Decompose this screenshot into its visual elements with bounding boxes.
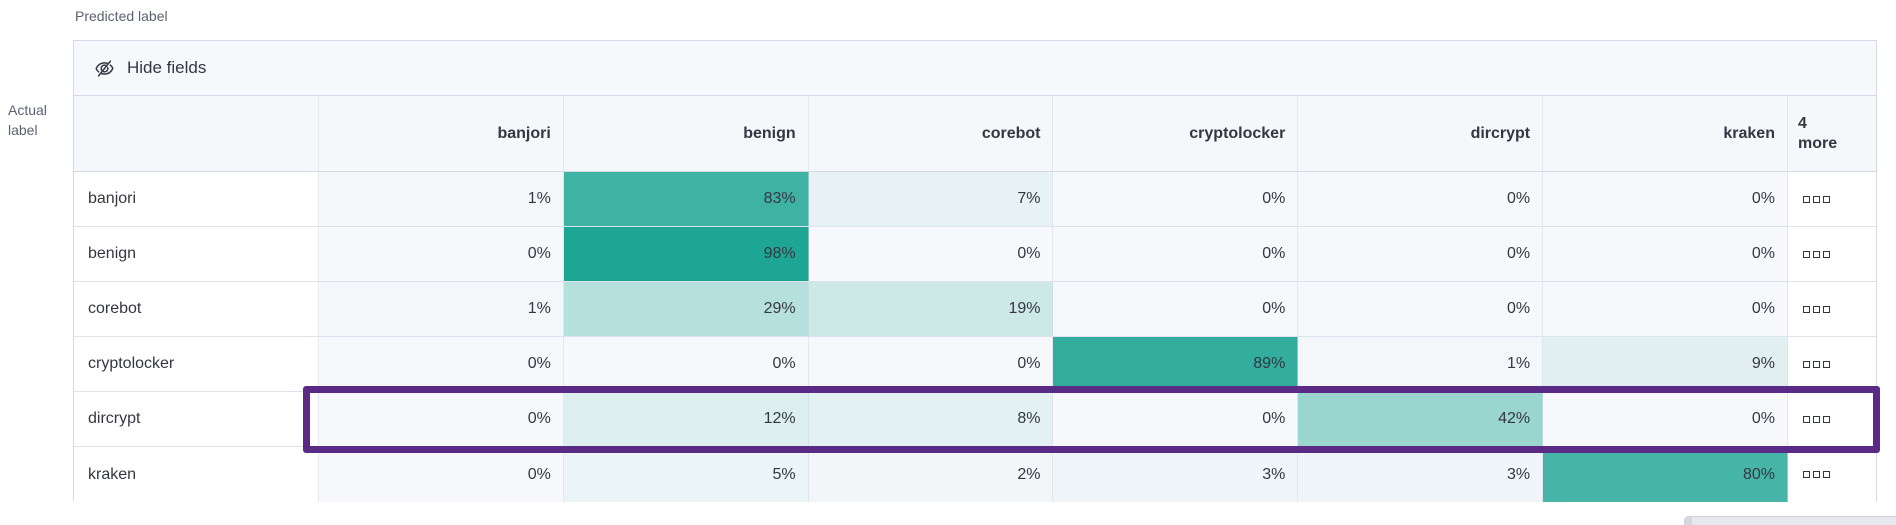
actual-label-line2: label <box>8 122 38 139</box>
cell-cryptolocker-dircrypt[interactable]: 1% <box>1298 337 1544 391</box>
cell-cryptolocker-corebot[interactable]: 0% <box>808 337 1054 391</box>
cell-dircrypt-cryptolocker[interactable]: 0% <box>1053 392 1299 446</box>
confusion-matrix-grid: banjori benign corebot cryptolocker dircrypt… <box>74 96 1880 502</box>
cell-corebot-cryptolocker[interactable]: 0% <box>1053 282 1299 336</box>
confusion-matrix-table: Hide fields banjori benign corebot cryptolo… <box>73 40 1880 502</box>
cell-kraken-banjori[interactable]: 0% <box>319 447 564 502</box>
hide-fields-button[interactable]: Hide fields <box>95 58 206 78</box>
cell-banjori-kraken[interactable]: 0% <box>1543 172 1788 226</box>
cell-kraken-dircrypt[interactable]: 3% <box>1298 447 1544 502</box>
matrix-header-row: banjori benign corebot cryptolocker dircrypt… <box>74 96 1876 172</box>
cell-banjori-corebot[interactable]: 7% <box>808 172 1054 226</box>
matrix-row-benign: benign 0% 98% 0% 0% 0% 0% <box>74 227 1876 282</box>
boxes-horizontal-icon[interactable] <box>1802 415 1830 423</box>
column-header-kraken: kraken <box>1543 96 1788 171</box>
row-actions-cell-dircrypt <box>1787 392 1876 446</box>
cell-dircrypt-kraken[interactable]: 0% <box>1543 392 1788 446</box>
row-label-dircrypt: dircrypt <box>74 392 319 446</box>
matrix-row-banjori: banjori 1% 83% 7% 0% 0% 0% <box>74 172 1876 227</box>
cell-kraken-kraken[interactable]: 80% <box>1543 447 1788 502</box>
cell-cryptolocker-banjori[interactable]: 0% <box>319 337 564 391</box>
row-actions-cell-benign <box>1787 227 1876 281</box>
cell-dircrypt-benign[interactable]: 12% <box>563 392 809 446</box>
row-actions-cell-corebot <box>1787 282 1876 336</box>
matrix-row-corebot: corebot 1% 29% 19% 0% 0% 0% <box>74 282 1876 337</box>
column-header-more: 4 more <box>1787 96 1876 171</box>
datagrid-toolbar: Hide fields <box>74 41 1876 96</box>
horizontal-scrollbar[interactable] <box>1684 516 1896 525</box>
more-column-line1: 4 <box>1797 114 1807 132</box>
cell-benign-dircrypt[interactable]: 0% <box>1298 227 1544 281</box>
cell-benign-cryptolocker[interactable]: 0% <box>1053 227 1299 281</box>
column-header-cryptolocker: cryptolocker <box>1053 96 1299 171</box>
cell-benign-kraken[interactable]: 0% <box>1543 227 1788 281</box>
column-header-benign: benign <box>563 96 809 171</box>
cell-banjori-dircrypt[interactable]: 0% <box>1298 172 1544 226</box>
column-header-corebot: corebot <box>808 96 1054 171</box>
actual-label: Actual label <box>8 100 64 141</box>
cell-kraken-corebot[interactable]: 2% <box>808 447 1054 502</box>
actual-label-line1: Actual <box>8 102 47 118</box>
hide-fields-label: Hide fields <box>127 58 207 77</box>
matrix-row-kraken: kraken 0% 5% 2% 3% 3% 80% <box>74 447 1876 502</box>
cell-corebot-banjori[interactable]: 1% <box>319 282 564 336</box>
row-label-corebot: corebot <box>74 282 319 336</box>
row-label-benign: benign <box>74 227 319 281</box>
cell-banjori-benign[interactable]: 83% <box>563 172 809 226</box>
cell-banjori-banjori[interactable]: 1% <box>319 172 564 226</box>
boxes-horizontal-icon[interactable] <box>1802 471 1830 478</box>
cell-benign-benign[interactable]: 98% <box>563 227 809 281</box>
cell-corebot-benign[interactable]: 29% <box>563 282 809 336</box>
cell-corebot-corebot[interactable]: 19% <box>808 282 1054 336</box>
cell-dircrypt-banjori[interactable]: 0% <box>319 392 564 446</box>
matrix-row-cryptolocker: cryptolocker 0% 0% 0% 89% 1% 9% <box>74 337 1876 392</box>
cell-benign-corebot[interactable]: 0% <box>808 227 1054 281</box>
cell-cryptolocker-kraken[interactable]: 9% <box>1543 337 1788 391</box>
cell-cryptolocker-benign[interactable]: 0% <box>563 337 809 391</box>
row-label-kraken: kraken <box>74 447 319 502</box>
cell-corebot-kraken[interactable]: 0% <box>1543 282 1788 336</box>
cell-banjori-cryptolocker[interactable]: 0% <box>1053 172 1299 226</box>
matrix-row-dircrypt: dircrypt 0% 12% 8% 0% 42% 0% <box>74 386 1880 453</box>
cell-dircrypt-dircrypt[interactable]: 42% <box>1298 392 1544 446</box>
boxes-horizontal-icon[interactable] <box>1802 360 1830 368</box>
boxes-horizontal-icon[interactable] <box>1802 195 1830 203</box>
cell-kraken-benign[interactable]: 5% <box>563 447 809 502</box>
cell-corebot-dircrypt[interactable]: 0% <box>1298 282 1544 336</box>
cell-benign-banjori[interactable]: 0% <box>319 227 564 281</box>
cell-cryptolocker-cryptolocker[interactable]: 89% <box>1053 337 1299 391</box>
boxes-horizontal-icon[interactable] <box>1802 305 1830 313</box>
column-header-dircrypt: dircrypt <box>1298 96 1544 171</box>
cell-dircrypt-corebot[interactable]: 8% <box>808 392 1054 446</box>
cell-kraken-cryptolocker[interactable]: 3% <box>1053 447 1299 502</box>
more-column-line2: more <box>1797 134 1838 152</box>
row-actions-cell-kraken <box>1787 447 1876 502</box>
row-label-banjori: banjori <box>74 172 319 226</box>
row-label-cryptolocker: cryptolocker <box>74 337 319 391</box>
predicted-label: Predicted label <box>75 8 168 24</box>
row-actions-cell-cryptolocker <box>1787 337 1876 391</box>
column-header-banjori: banjori <box>319 96 564 171</box>
eye-closed-icon <box>95 59 114 78</box>
boxes-horizontal-icon[interactable] <box>1802 250 1830 258</box>
header-corner-cell <box>74 96 319 171</box>
row-actions-cell-banjori <box>1787 172 1876 226</box>
